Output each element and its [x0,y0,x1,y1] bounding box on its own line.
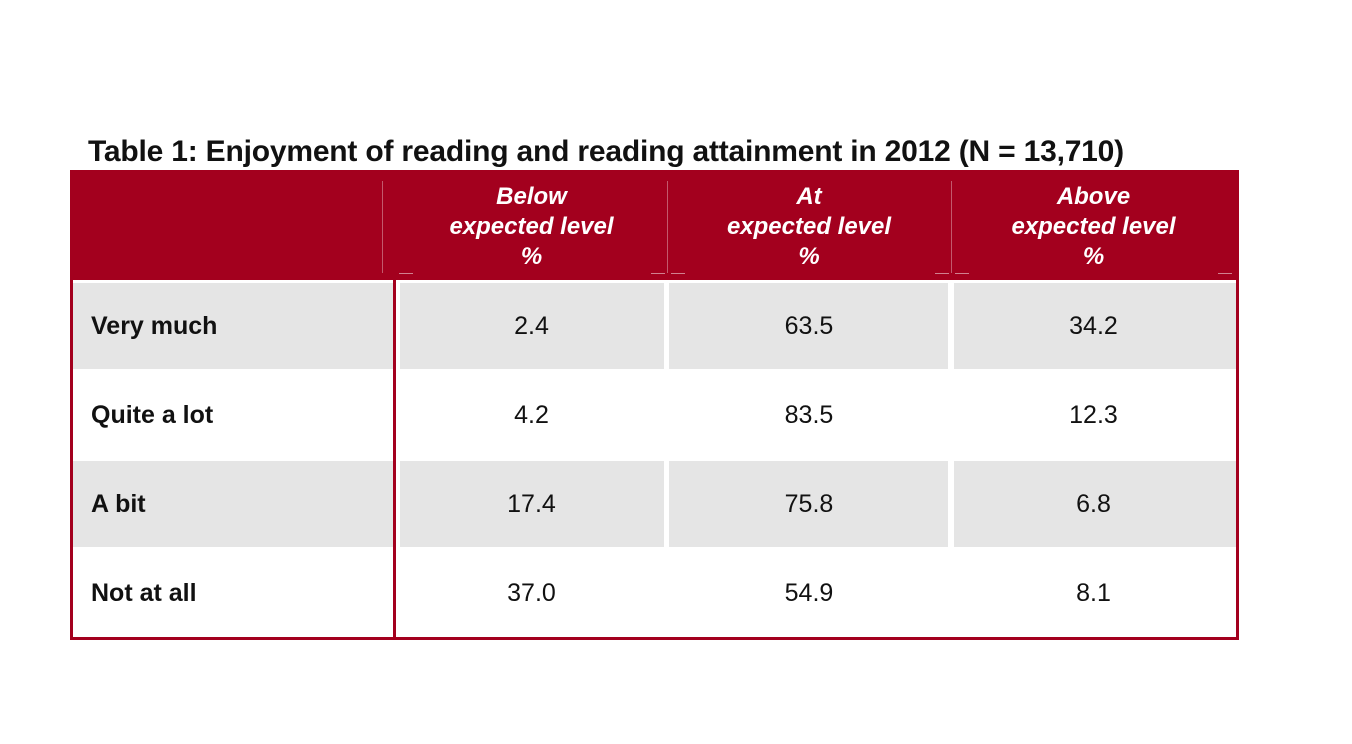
cell-value: 83.5 [784,400,834,429]
header-tick [935,273,949,274]
cell-value: 6.8 [1076,489,1111,518]
column-header-line: % [798,242,820,270]
cell-bg [954,461,1236,547]
header-tick [1218,273,1232,274]
header-tick [651,273,665,274]
cell-bg [400,461,664,547]
table-row: Very much 2.4 63.5 34.2 [73,283,1236,369]
header-tick [955,273,969,274]
column-header-line: expected level [726,212,892,240]
row-label: Very much [91,311,218,340]
column-header-line: expected level [1011,212,1176,240]
column-header-line: Below [496,182,567,210]
label-column-border [393,280,396,637]
data-table: Below expected level % At expected level… [70,170,1239,640]
row-label-bg [73,461,393,547]
column-header-at: At expected level % [667,173,951,280]
table-header-row: Below expected level % At expected level… [73,173,1236,280]
cell-bg [954,283,1236,369]
cell-value: 17.4 [507,489,556,518]
column-header-line: Above [1056,182,1131,210]
column-header-line: expected level [449,212,614,240]
cell-value: 2.4 [514,311,549,340]
row-label: Quite a lot [91,400,214,429]
header-tick [399,273,413,274]
row-label-bg [73,283,393,369]
row-label: Not at all [91,579,197,607]
cell-value: 75.8 [784,489,834,518]
column-header-below: Below expected level % [396,173,667,280]
cell-bg [400,283,664,369]
header-divider [382,181,383,273]
cell-value: 37.0 [507,579,556,607]
column-header-line: % [1082,242,1105,270]
header-tick [671,273,685,274]
cell-value: 4.2 [514,400,549,429]
cell-bg [669,461,948,547]
column-header-above: Above expected level % [951,173,1236,280]
row-label: A bit [91,489,146,518]
column-header-line: % [520,242,543,270]
table-row: Quite a lot 4.2 83.5 12.3 [73,372,1236,458]
cell-bg [669,283,948,369]
cell-value: 12.3 [1069,400,1118,429]
cell-value: 54.9 [784,579,834,607]
cell-value: 34.2 [1069,311,1118,340]
cell-value: 63.5 [784,311,834,340]
table-row: A bit 17.4 75.8 6.8 [73,461,1236,547]
table-row: Not at all 37.0 54.9 8.1 [73,550,1236,637]
column-header-line: At [796,182,822,210]
cell-value: 8.1 [1076,579,1111,607]
header-divider [667,181,668,273]
header-divider [951,181,952,273]
table-title: Table 1: Enjoyment of reading and readin… [88,135,1124,168]
